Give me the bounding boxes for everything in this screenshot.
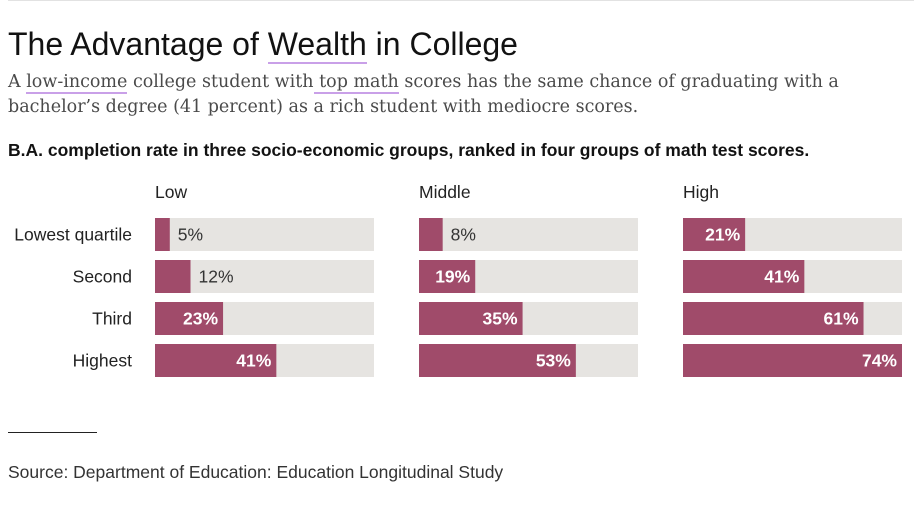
bar-low-second[interactable] xyxy=(155,260,191,293)
bar-high-third[interactable] xyxy=(683,302,864,335)
data-label: 8% xyxy=(451,225,476,245)
bar-middle-highest[interactable] xyxy=(419,344,576,377)
data-label: 23% xyxy=(183,309,218,329)
panel-header-middle: Middle xyxy=(419,182,471,202)
bar-low-lowest-quartile[interactable] xyxy=(155,218,170,251)
panel-header-low: Low xyxy=(155,182,187,202)
bar-low-third[interactable] xyxy=(155,302,224,335)
title-part-2: in College xyxy=(366,26,518,62)
page-title: The Advantage of Wealth in College xyxy=(8,26,518,64)
chart-title: B.A. completion rate in three socio-econ… xyxy=(8,140,810,160)
panel-header-high: High xyxy=(683,182,719,202)
row-label-highest: Highest xyxy=(73,351,132,371)
top-divider xyxy=(8,0,914,1)
data-label: 5% xyxy=(178,225,203,245)
subtitle-highlight-low-income[interactable]: low-income xyxy=(26,72,128,94)
row-label-second: Second xyxy=(73,267,132,287)
subtitle-part-3: scores has the same chance of graduating… xyxy=(8,72,839,117)
data-label: 12% xyxy=(199,267,234,287)
bar-middle-second[interactable] xyxy=(419,260,476,293)
bar-track xyxy=(155,260,374,293)
bar-low-highest[interactable] xyxy=(155,344,277,377)
source-note: Source: Department of Education: Educati… xyxy=(8,462,504,482)
data-label: 21% xyxy=(705,225,740,245)
data-label: 74% xyxy=(862,351,897,371)
title-highlight[interactable]: Wealth xyxy=(267,26,367,64)
data-label: 53% xyxy=(536,351,571,371)
bar-track xyxy=(155,218,374,251)
bar-middle-lowest-quartile[interactable] xyxy=(419,218,443,251)
data-label: 19% xyxy=(435,267,470,287)
subtitle: A low-income college student with top ma… xyxy=(8,70,908,120)
title-part-1: The Advantage of xyxy=(8,26,268,62)
data-label: 35% xyxy=(483,309,518,329)
subtitle-highlight-top-math[interactable]: top math xyxy=(313,72,399,94)
bar-high-lowest-quartile[interactable] xyxy=(683,218,746,251)
row-label-third: Third xyxy=(92,309,132,329)
source-divider xyxy=(8,432,97,433)
subtitle-part-2: college student with xyxy=(127,72,314,92)
data-label: 61% xyxy=(823,309,858,329)
bar-track xyxy=(419,218,638,251)
bar-chart: Lowest quartile Second Third Highest Low 5% 12… xyxy=(14,182,902,377)
data-label: 41% xyxy=(236,351,271,371)
subtitle-part-1: A xyxy=(8,72,27,92)
data-label: 41% xyxy=(764,267,799,287)
row-label-lowest-quartile: Lowest quartile xyxy=(14,225,132,245)
bar-high-highest[interactable] xyxy=(683,344,902,377)
bar-middle-third[interactable] xyxy=(419,302,523,335)
bar-high-second[interactable] xyxy=(683,260,805,293)
